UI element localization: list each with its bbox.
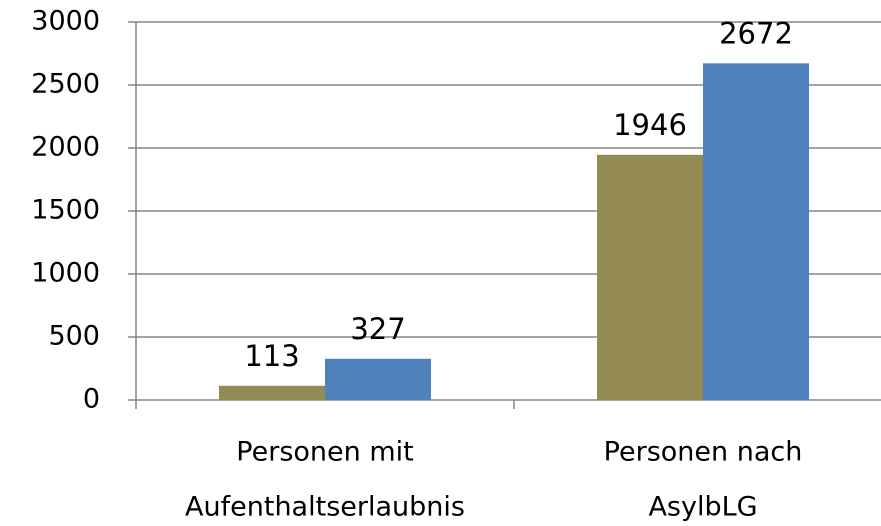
bar [219, 385, 325, 400]
y-tick-label: 1000 [31, 258, 100, 289]
x-tick-label: Aufenthaltserlaubnis [185, 492, 465, 523]
x-tick-label: Personen nach [604, 437, 803, 468]
data-label: 1946 [613, 108, 687, 142]
y-tick-label: 1500 [31, 195, 100, 226]
y-tick-label: 3000 [31, 6, 100, 37]
bar [703, 63, 809, 400]
bar [325, 358, 431, 400]
x-tick-label: AsylbLG [648, 492, 757, 523]
bar [597, 154, 703, 400]
data-label: 327 [350, 312, 405, 346]
data-label: 2672 [719, 16, 793, 50]
data-label: 113 [244, 339, 299, 373]
y-tick-label: 2000 [31, 132, 100, 163]
y-tick-label: 500 [48, 321, 100, 352]
x-tick-label: Personen mit [236, 437, 413, 468]
y-tick-label: 0 [83, 384, 100, 415]
y-tick-label: 2500 [31, 69, 100, 100]
